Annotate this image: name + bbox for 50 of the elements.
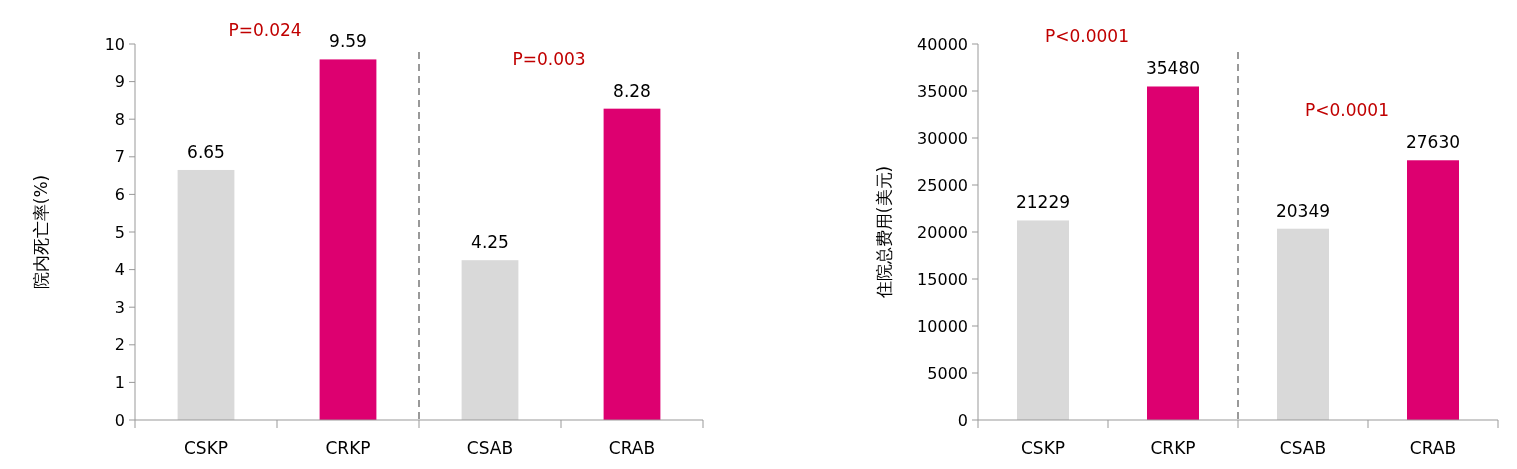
y-tick-label: 25000 [917, 175, 968, 195]
data-label: 9.59 [329, 31, 367, 52]
data-label: 20349 [1275, 200, 1331, 221]
y-tick-label: 5000 [927, 363, 968, 383]
y-axis-title: 住院总费用(美元) [874, 165, 894, 300]
y-tick-label: 4 [114, 260, 125, 280]
y-tick-label: 10000 [917, 316, 968, 336]
x-tick-label: CRKP [325, 438, 371, 458]
data-label: 8.28 [613, 80, 651, 101]
y-tick-label: 20000 [917, 222, 968, 242]
y-tick-label: 0 [957, 410, 968, 430]
y-tick-label: 10 [104, 34, 125, 54]
y-tick-label: 40000 [917, 34, 968, 54]
bar [1407, 160, 1459, 420]
x-tick-label: CSAB [1279, 438, 1327, 458]
y-tick-label: 3 [114, 297, 125, 317]
annotation: P<0.0001 [1045, 26, 1129, 47]
x-tick-label: CSAB [466, 438, 514, 458]
y-tick-label: 2 [114, 335, 125, 355]
y-tick-label: 7 [114, 147, 125, 167]
data-label: 27630 [1405, 132, 1461, 153]
y-tick-label: 35000 [917, 81, 968, 101]
annotation: P<0.0001 [1305, 100, 1389, 121]
x-tick-label: CRAB [608, 438, 656, 458]
data-label: 4.25 [471, 232, 509, 253]
y-tick-label: 1 [114, 373, 125, 392]
y-tick-label: 30000 [917, 128, 968, 148]
bar [1277, 228, 1329, 420]
bar [319, 59, 377, 420]
data-label: 6.65 [187, 141, 225, 162]
y-tick-label: 6 [114, 185, 125, 204]
bar [1017, 220, 1069, 420]
text: P=0.024 [228, 20, 302, 40]
data-label: 35480 [1145, 58, 1201, 79]
y-axis-title: 院内死亡率(%) [31, 174, 51, 290]
y-tick-label: 0 [114, 410, 125, 430]
bar [603, 108, 661, 420]
y-tick-label: 15000 [917, 269, 968, 289]
bar [461, 260, 519, 420]
x-tick-label: CSKP [183, 438, 229, 458]
data-label: 21229 [1015, 192, 1071, 213]
y-tick-label: 9 [114, 72, 125, 92]
x-tick-label: CRKP [1150, 438, 1196, 458]
x-tick-label: CSKP [1020, 438, 1066, 458]
bar [177, 169, 235, 420]
y-tick-label: 5 [114, 222, 125, 242]
bar [1147, 86, 1199, 420]
x-tick-label: CRAB [1409, 438, 1457, 458]
y-tick-label: 8 [114, 109, 125, 129]
annotation: P=0.003 [512, 48, 586, 69]
